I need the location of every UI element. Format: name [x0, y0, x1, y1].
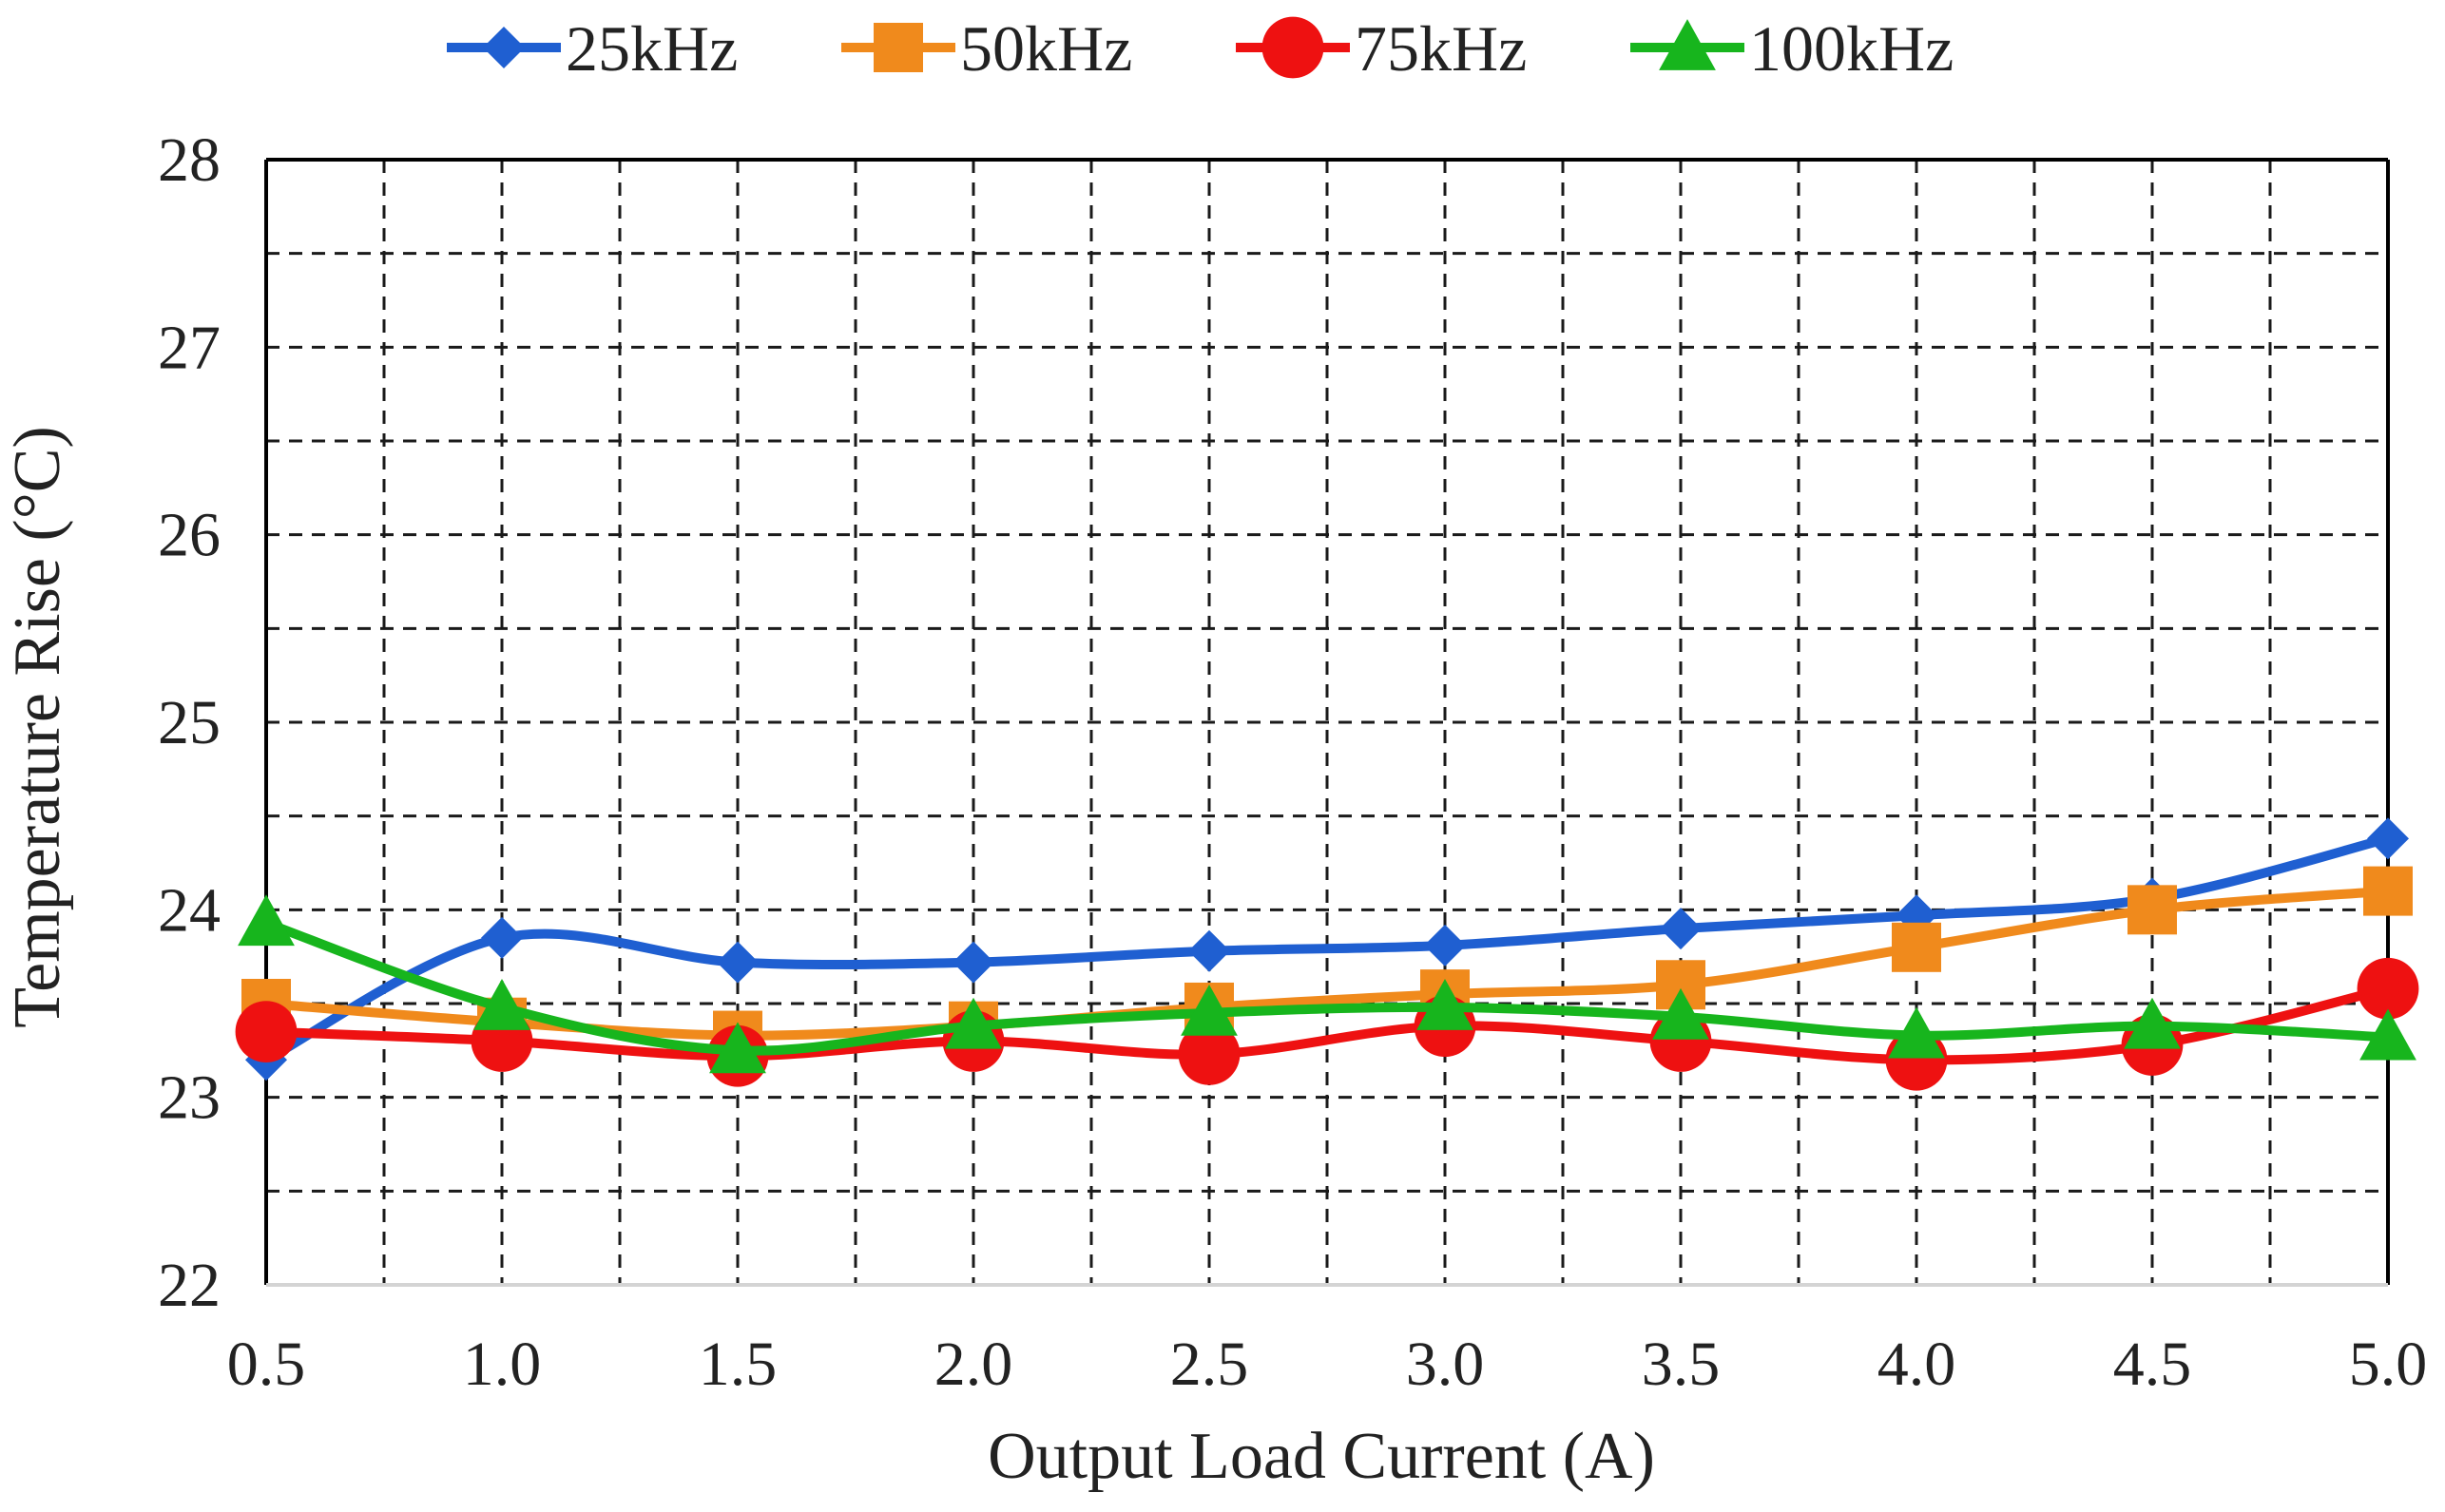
data-point — [1181, 984, 1238, 1036]
data-point — [473, 979, 530, 1030]
x-tick-label: 2.5 — [1170, 1330, 1249, 1399]
data-point — [2367, 817, 2409, 860]
series-line — [261, 984, 2393, 1065]
y-tick-label: 23 — [158, 1063, 221, 1133]
legend-item: 100kHz — [1630, 12, 1954, 85]
data-point — [945, 997, 1002, 1049]
legend-label: 75kHz — [1355, 12, 1527, 85]
legend-label: 25kHz — [566, 12, 738, 85]
legend-marker — [1659, 19, 1716, 70]
series-line — [261, 886, 2393, 1041]
data-point — [1660, 908, 1702, 950]
y-axis-label: Temperature Rise (°C) — [1, 426, 74, 1027]
grid — [266, 160, 2388, 1285]
data-point — [709, 1022, 766, 1074]
x-tick-label: 3.5 — [1642, 1330, 1721, 1399]
legend-marker — [483, 27, 525, 68]
y-tick-label: 22 — [158, 1251, 221, 1320]
series-line — [261, 918, 2393, 1056]
y-tick-label: 26 — [158, 501, 221, 570]
data-point — [2124, 997, 2181, 1049]
data-point — [1652, 987, 1709, 1040]
legend: 25kHz 50kHz 75kHz 100kHz — [447, 12, 1954, 85]
data-point — [2357, 957, 2419, 1020]
data-point — [2363, 866, 2413, 916]
data-point — [1892, 922, 1941, 972]
series-line — [261, 833, 2393, 1065]
y-tick-label: 24 — [158, 875, 221, 945]
x-tick-label: 5.0 — [2349, 1330, 2428, 1399]
data-point — [481, 916, 523, 959]
data-point — [1178, 1023, 1241, 1085]
data-point — [717, 941, 759, 984]
y-tick-label: 28 — [158, 125, 221, 195]
series-75khz — [235, 957, 2419, 1091]
x-tick-label: 1.0 — [463, 1330, 542, 1399]
y-tick-label: 25 — [158, 688, 221, 757]
legend-item: 50kHz — [841, 12, 1132, 85]
axes: 22 23 24 25 26 27 28 0.5 1.0 1.5 2.0 2.5 3.0 3.5 4.0 4.… — [158, 125, 2427, 1399]
data-point — [2127, 885, 2177, 935]
x-tick-label: 2.0 — [934, 1330, 1013, 1399]
data-point — [953, 941, 994, 984]
legend-marker — [874, 23, 923, 72]
data-point — [235, 1001, 298, 1062]
x-tick-label: 1.5 — [699, 1330, 778, 1399]
legend-label: 50kHz — [960, 12, 1132, 85]
data-point — [1188, 929, 1230, 972]
x-tick-label: 3.0 — [1406, 1330, 1485, 1399]
data-point — [1888, 1006, 1945, 1059]
data-point — [2359, 1008, 2416, 1061]
x-tick-label: 0.5 — [227, 1330, 306, 1399]
x-tick-label: 4.0 — [1877, 1330, 1956, 1399]
data-point — [1416, 979, 1473, 1030]
legend-item: 75kHz — [1236, 12, 1527, 85]
x-tick-label: 4.5 — [2113, 1330, 2192, 1399]
y-tick-label: 27 — [158, 313, 221, 382]
series-100khz — [238, 894, 2416, 1074]
legend-item: 25kHz — [447, 12, 738, 85]
series-group — [235, 817, 2419, 1091]
x-axis-label: Output Load Current (A) — [988, 1420, 1655, 1493]
legend-marker — [1261, 16, 1324, 79]
data-point — [1424, 924, 1466, 967]
data-point — [238, 894, 295, 947]
legend-label: 100kHz — [1749, 12, 1954, 85]
